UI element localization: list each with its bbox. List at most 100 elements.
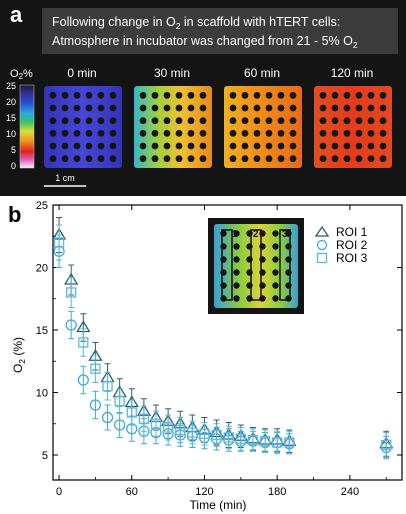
inset-roi-label: 2 [253, 229, 259, 240]
colorbar-ticks: 25 20 15 10 5 0 [6, 81, 16, 171]
scaffold-hole [109, 129, 117, 137]
scaffold-hole [151, 142, 159, 150]
scaffold-hole [289, 104, 297, 112]
legend-marker-square [316, 252, 328, 264]
scaffold-hole [73, 142, 81, 150]
scaffold-hole [151, 117, 159, 125]
scaffold-hole [163, 129, 171, 137]
series-3 [53, 224, 392, 458]
data-point [53, 237, 65, 248]
scaffold-hole [355, 104, 363, 112]
scaffold-hole [163, 117, 171, 125]
scaffold-hole [367, 142, 375, 150]
scaffold-hole [331, 155, 339, 163]
scaffold-hole [73, 129, 81, 137]
x-tick-label: 240 [341, 486, 359, 498]
scaffold-hole [379, 104, 387, 112]
scaffold-hole [151, 91, 159, 99]
x-tick-label: 60 [126, 486, 138, 498]
data-point [259, 436, 271, 447]
scaffold-hole [241, 104, 249, 112]
scaffold-hole [229, 104, 237, 112]
scaffold-hole [367, 104, 375, 112]
scaffold-hole [163, 91, 171, 99]
colorbar-tick: 15 [6, 113, 16, 123]
scaffold-hole [367, 155, 375, 163]
scaffold-60min [224, 86, 302, 168]
scaffold-hole [272, 230, 279, 237]
scaffold-hole [151, 104, 159, 112]
scaffold-hole [199, 117, 207, 125]
inset-roi-label: 3 [282, 229, 288, 240]
scaffold-hole [199, 91, 207, 99]
scaffold-hole [343, 155, 351, 163]
scaffold-hole [109, 104, 117, 112]
colorbar [19, 84, 35, 169]
legend-marker-triangle [314, 225, 330, 237]
colorbar-tick: 5 [11, 145, 16, 155]
data-point [101, 411, 114, 424]
scaffold-hole [272, 282, 279, 289]
scaffold-hole [151, 129, 159, 137]
scaffold-hole [85, 142, 93, 150]
scaffold-hole [61, 117, 69, 125]
scaffold-hole [61, 142, 69, 150]
y-tick-label: 20 [36, 263, 48, 275]
plot-frame [52, 204, 403, 481]
scaffold-hole [343, 142, 351, 150]
scaffold-hole [253, 104, 261, 112]
scaffold-hole [277, 104, 285, 112]
inset-roi-box [279, 229, 291, 301]
scaffold-30min [134, 86, 212, 168]
data-point [113, 419, 126, 431]
data-point [381, 439, 392, 451]
scaffold-hole [73, 117, 81, 125]
scaffold-hole [367, 91, 375, 99]
scaffold-hole [61, 91, 69, 99]
scaffold-hole [199, 104, 207, 112]
time-label: 0 min [67, 66, 96, 80]
scaffold-hole [272, 269, 279, 276]
scaffold-hole [187, 155, 195, 163]
x-tick-label: 0 [56, 486, 62, 498]
scaffold-hole [175, 91, 183, 99]
scaffold-hole [331, 142, 339, 150]
data-point [187, 427, 198, 438]
data-point [126, 407, 137, 418]
scaffold-hole [187, 91, 195, 99]
data-point [223, 432, 234, 443]
scaffold-hole [199, 142, 207, 150]
data-point [211, 429, 222, 441]
scaffold-hole [229, 142, 237, 150]
scaffold-hole [49, 155, 57, 163]
scaffold-hole [343, 117, 351, 125]
legend-label: ROI 2 [336, 238, 368, 252]
data-point [89, 399, 102, 411]
scaffold-hole [343, 91, 351, 99]
inset-roi-box [221, 229, 233, 301]
scaffold-hole [233, 256, 240, 263]
scaffold-hole [379, 91, 387, 99]
scaffold-hole [241, 142, 249, 150]
panel-b-label: b [8, 202, 21, 227]
scaffold-hole [265, 129, 273, 137]
y-tick-label: 10 [36, 388, 48, 400]
scaffold-hole [289, 117, 297, 125]
scaffold-hole [241, 155, 249, 163]
data-point [65, 319, 77, 331]
scaffold-hole [355, 91, 363, 99]
scaffold-hole [187, 117, 195, 125]
scaffold-hole [277, 91, 285, 99]
scaffold-hole [61, 155, 69, 163]
colorbar-title: O2% [10, 68, 33, 81]
x-tick-label: 180 [268, 486, 286, 498]
scaffold-hole [49, 91, 57, 99]
scaffold-hole [253, 155, 261, 163]
colorbar-tick: 25 [6, 81, 16, 91]
chart-series [51, 217, 394, 460]
scaffold-hole [265, 155, 273, 163]
time-label: 120 min [331, 66, 374, 80]
scaffold-hole [319, 142, 327, 150]
legend-label: ROI 1 [336, 225, 368, 239]
